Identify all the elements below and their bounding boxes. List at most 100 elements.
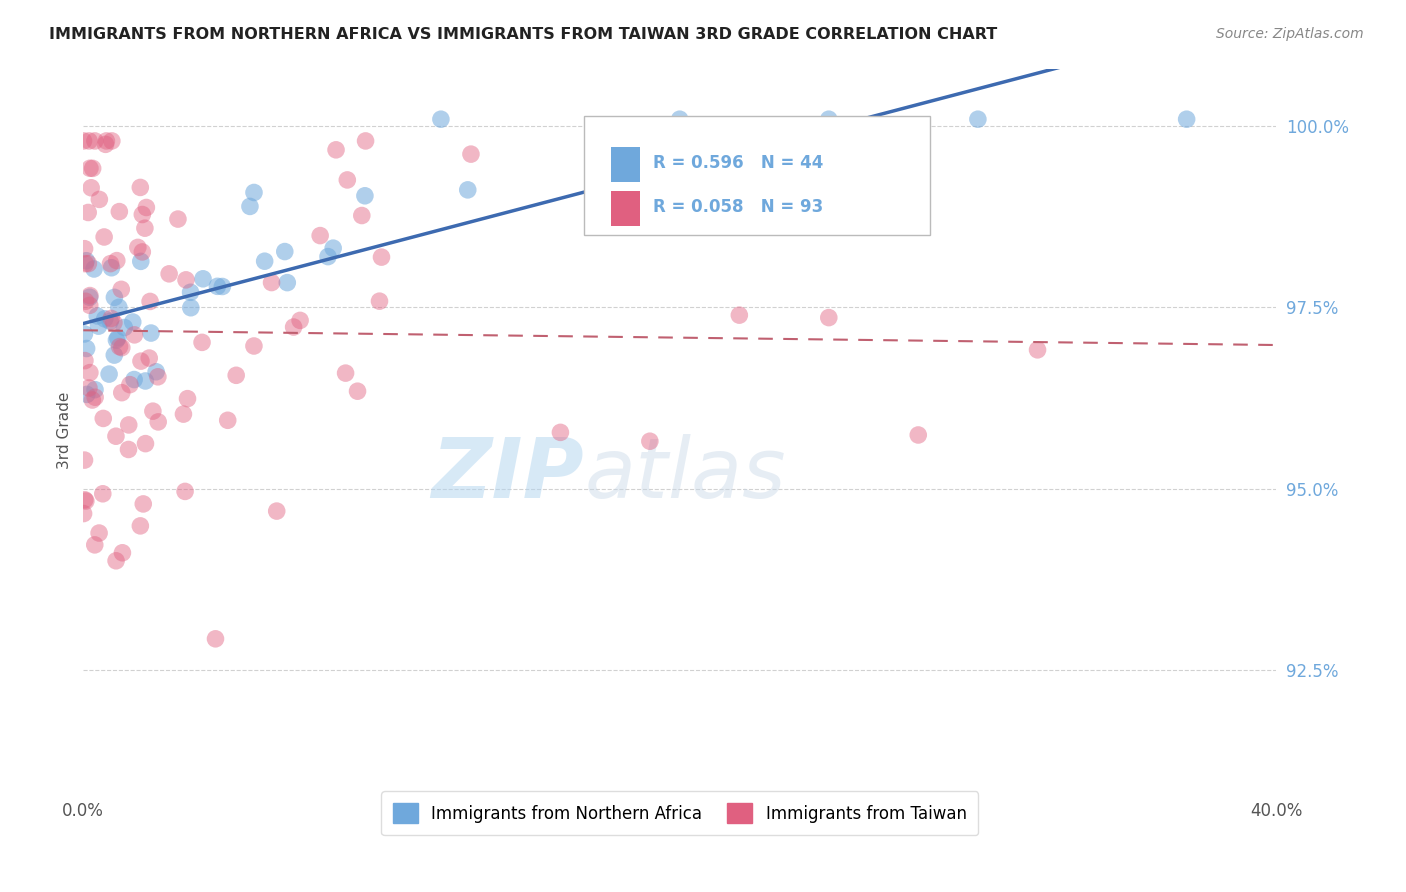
Point: [103, 316, 125, 330]
Point: [73, 353, 96, 368]
Point: [75, 257, 97, 271]
Point: [138, 351, 160, 365]
Point: [1026, 343, 1049, 357]
Point: [79, 366, 101, 380]
Y-axis label: 3rd Grade: 3rd Grade: [58, 392, 72, 469]
Point: [139, 326, 162, 340]
Point: [134, 374, 156, 388]
Point: [103, 348, 125, 362]
Point: [79, 290, 101, 304]
Point: [100, 260, 122, 275]
Point: [260, 276, 283, 290]
Point: [83, 538, 105, 552]
Point: [93, 311, 115, 326]
Point: [111, 341, 134, 355]
Point: [84, 383, 107, 397]
Point: [336, 173, 359, 187]
Point: [283, 320, 305, 334]
Point: [118, 377, 141, 392]
Point: [638, 434, 661, 449]
Point: [73, 453, 96, 467]
Point: [96, 134, 118, 148]
Text: IMMIGRANTS FROM NORTHERN AFRICA VS IMMIGRANTS FROM TAIWAN 3RD GRADE CORRELATION : IMMIGRANTS FROM NORTHERN AFRICA VS IMMIG…: [49, 27, 997, 42]
Point: [101, 134, 124, 148]
Point: [77, 257, 100, 271]
Point: [110, 282, 132, 296]
Point: [211, 279, 233, 293]
Point: [100, 311, 122, 326]
Point: [75, 494, 97, 508]
Point: [135, 201, 157, 215]
Text: R = 0.058   N = 93: R = 0.058 N = 93: [654, 198, 824, 216]
Point: [180, 285, 202, 300]
Point: [288, 313, 311, 327]
Point: [243, 339, 266, 353]
FancyBboxPatch shape: [585, 116, 931, 235]
Point: [73, 242, 96, 256]
Point: [204, 632, 226, 646]
Point: [121, 315, 143, 329]
Point: [460, 147, 482, 161]
Point: [276, 276, 298, 290]
Point: [122, 372, 145, 386]
Point: [75, 253, 97, 268]
Point: [668, 112, 690, 127]
Point: [354, 134, 377, 148]
Point: [127, 240, 149, 254]
Point: [104, 429, 127, 443]
Legend: Immigrants from Northern Africa, Immigrants from Taiwan: Immigrants from Northern Africa, Immigra…: [381, 791, 979, 835]
Point: [98, 314, 121, 328]
Point: [728, 308, 751, 322]
Point: [180, 301, 202, 315]
Point: [112, 320, 135, 334]
Point: [316, 250, 339, 264]
Bar: [610, 191, 640, 226]
Point: [131, 207, 153, 221]
Point: [243, 186, 266, 200]
Point: [72, 134, 94, 148]
Point: [129, 354, 152, 368]
Point: [967, 112, 990, 127]
Point: [107, 331, 129, 345]
Point: [83, 262, 105, 277]
Point: [174, 484, 197, 499]
Point: [84, 390, 107, 404]
Text: R = 0.596   N = 44: R = 0.596 N = 44: [654, 154, 824, 172]
Point: [148, 415, 170, 429]
Point: [191, 335, 214, 350]
Text: ZIP: ZIP: [432, 434, 585, 515]
Point: [80, 181, 103, 195]
Point: [75, 294, 97, 309]
Point: [191, 272, 214, 286]
Point: [72, 507, 94, 521]
Point: [145, 365, 167, 379]
Point: [94, 137, 117, 152]
Point: [239, 199, 262, 213]
Point: [83, 134, 105, 148]
Point: [73, 326, 96, 341]
Point: [129, 180, 152, 194]
Point: [124, 327, 146, 342]
Point: [76, 387, 98, 401]
Point: [457, 183, 479, 197]
Point: [118, 417, 141, 432]
Point: [430, 112, 453, 127]
Point: [91, 411, 114, 425]
Point: [93, 230, 115, 244]
Point: [129, 519, 152, 533]
Point: [105, 554, 128, 568]
Point: [139, 294, 162, 309]
Point: [817, 112, 839, 127]
Point: [131, 244, 153, 259]
Point: [100, 257, 122, 271]
Point: [108, 340, 131, 354]
Point: [108, 204, 131, 219]
Point: [207, 279, 229, 293]
Point: [1175, 112, 1198, 127]
Point: [368, 294, 391, 309]
Point: [167, 212, 190, 227]
Point: [370, 250, 392, 264]
Point: [77, 205, 100, 219]
Point: [172, 407, 194, 421]
Point: [346, 384, 368, 399]
